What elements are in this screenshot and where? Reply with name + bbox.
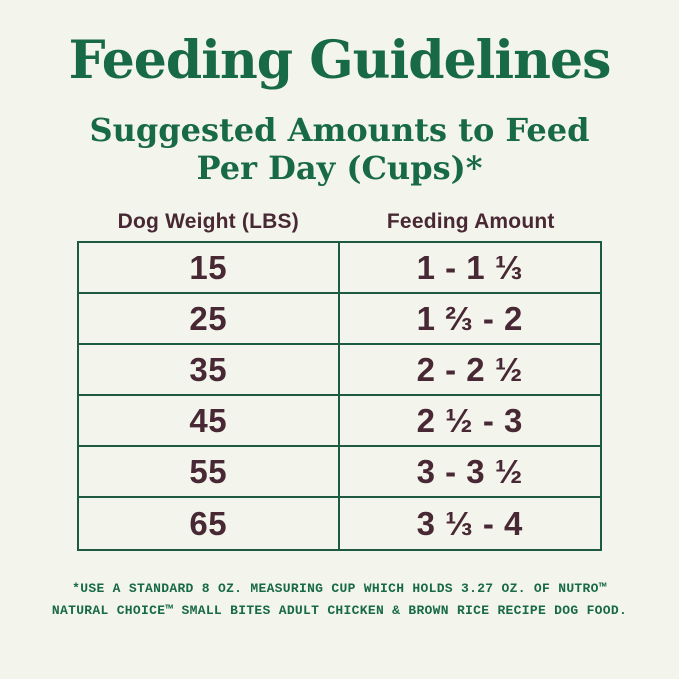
subtitle-line-2: Per Day (Cups)* bbox=[196, 148, 483, 187]
footnote-line-2: NATURAL CHOICE™ SMALL BITES ADULT CHICKE… bbox=[51, 603, 628, 619]
weight-cell: 35 bbox=[79, 345, 340, 395]
table-row: 65 3 ⅓ - 4 bbox=[79, 498, 600, 550]
weight-cell: 25 bbox=[79, 294, 340, 344]
amount-cell: 2 - 2 ½ bbox=[416, 350, 523, 388]
table-column-headers: Dog Weight (LBS) Feeding Amount bbox=[77, 210, 602, 241]
weight-cell: 15 bbox=[79, 243, 340, 293]
amount-cell: 3 ⅓ - 4 bbox=[416, 504, 523, 542]
weight-cell: 55 bbox=[79, 447, 340, 497]
table-row: 45 2 ½ - 3 bbox=[79, 396, 600, 448]
footnote-line-1: *USE A STANDARD 8 OZ. MEASURING CUP WHIC… bbox=[72, 581, 607, 597]
table-row: 15 1 - 1 ⅓ bbox=[79, 243, 600, 295]
table-row: 25 1 ⅔ - 2 bbox=[79, 294, 600, 346]
footnote: *USE A STANDARD 8 OZ. MEASURING CUP WHIC… bbox=[52, 578, 627, 622]
page-title: Feeding Guidelines bbox=[68, 30, 612, 91]
table-row: 55 3 - 3 ½ bbox=[79, 447, 600, 499]
amount-cell: 1 - 1 ⅓ bbox=[416, 248, 523, 286]
column-header-dog-weight: Dog Weight (LBS) bbox=[117, 210, 299, 234]
amount-cell: 2 ½ - 3 bbox=[416, 401, 523, 439]
weight-cell: 45 bbox=[79, 396, 340, 446]
amount-cell: 1 ⅔ - 2 bbox=[416, 299, 523, 337]
page-subtitle: Suggested Amounts to Feed Per Day (Cups)… bbox=[90, 111, 590, 188]
column-header-feeding-amount: Feeding Amount bbox=[386, 210, 555, 234]
amount-cell: 3 - 3 ½ bbox=[416, 452, 523, 490]
table-row: 35 2 - 2 ½ bbox=[79, 345, 600, 397]
feeding-table: 15 1 - 1 ⅓ 25 1 ⅔ - 2 35 2 - 2 ½ 45 2 ½ … bbox=[77, 241, 602, 552]
weight-cell: 65 bbox=[79, 498, 340, 550]
subtitle-line-1: Suggested Amounts to Feed bbox=[89, 110, 590, 149]
